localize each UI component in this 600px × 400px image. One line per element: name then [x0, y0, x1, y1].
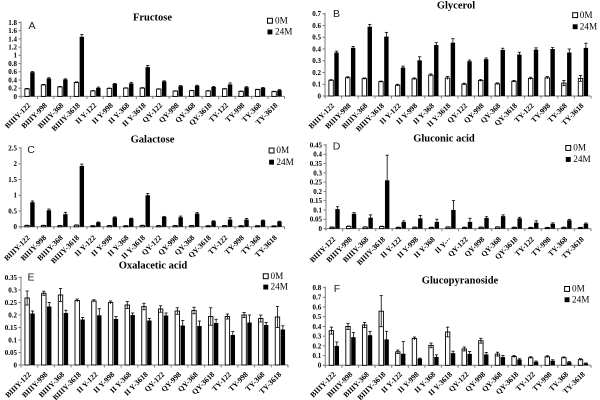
- svg-text:0.45: 0.45: [310, 141, 323, 149]
- svg-text:Gluconic acid: Gluconic acid: [413, 134, 475, 145]
- svg-text:D: D: [333, 141, 341, 153]
- svg-text:24M: 24M: [275, 27, 292, 37]
- svg-text:0.7: 0.7: [313, 294, 322, 302]
- svg-text:0: 0: [14, 93, 18, 101]
- svg-text:0.4: 0.4: [8, 76, 17, 84]
- svg-text:1.8: 1.8: [8, 19, 17, 27]
- svg-text:0: 0: [14, 223, 18, 231]
- svg-text:0.8: 0.8: [313, 284, 322, 292]
- svg-text:0.2: 0.2: [312, 69, 321, 77]
- svg-text:0.15: 0.15: [310, 197, 323, 205]
- svg-text:0.1: 0.1: [8, 336, 17, 344]
- svg-text:0.2: 0.2: [8, 85, 17, 93]
- svg-text:E: E: [27, 272, 34, 284]
- svg-text:0.3: 0.3: [312, 57, 321, 65]
- svg-text:0.35: 0.35: [5, 274, 18, 282]
- svg-text:0.05: 0.05: [5, 349, 18, 357]
- svg-text:0M: 0M: [275, 15, 288, 25]
- svg-text:B: B: [333, 8, 340, 20]
- svg-text:Galactose: Galactose: [131, 135, 175, 146]
- svg-text:0M: 0M: [271, 271, 284, 281]
- svg-text:0.2: 0.2: [8, 311, 17, 319]
- svg-text:0.2: 0.2: [313, 188, 322, 196]
- svg-text:0.4: 0.4: [313, 323, 322, 331]
- svg-text:0.15: 0.15: [5, 324, 18, 332]
- svg-text:0.6: 0.6: [8, 68, 17, 76]
- svg-text:0.1: 0.1: [312, 81, 321, 89]
- svg-text:1.5: 1.5: [8, 176, 17, 184]
- svg-text:24M: 24M: [580, 21, 597, 31]
- svg-text:0.4: 0.4: [313, 151, 322, 159]
- svg-text:0.4: 0.4: [312, 45, 321, 53]
- svg-text:0.05: 0.05: [310, 216, 323, 224]
- svg-text:24M: 24M: [572, 294, 589, 304]
- svg-text:0.3: 0.3: [8, 286, 17, 294]
- svg-text:Fructose: Fructose: [133, 13, 172, 24]
- svg-text:0.6: 0.6: [312, 22, 321, 30]
- svg-text:0M: 0M: [572, 284, 585, 294]
- svg-text:0M: 0M: [276, 145, 289, 155]
- svg-text:0.25: 0.25: [310, 179, 323, 187]
- svg-text:2: 2: [14, 160, 18, 168]
- svg-text:0M: 0M: [580, 10, 593, 20]
- svg-text:0: 0: [14, 361, 18, 369]
- svg-text:0.7: 0.7: [312, 10, 321, 18]
- svg-text:0: 0: [318, 362, 322, 370]
- svg-text:C: C: [27, 144, 35, 156]
- svg-text:Oxalacetic acid: Oxalacetic acid: [119, 261, 188, 272]
- svg-text:0: 0: [318, 92, 322, 100]
- svg-text:0.5: 0.5: [8, 207, 17, 215]
- svg-text:1.2: 1.2: [8, 44, 17, 52]
- svg-text:0.2: 0.2: [313, 342, 322, 350]
- svg-text:0.35: 0.35: [310, 160, 323, 168]
- svg-text:0.5: 0.5: [312, 34, 321, 42]
- svg-text:0.1: 0.1: [313, 206, 322, 214]
- svg-text:1: 1: [14, 52, 18, 60]
- svg-text:1: 1: [14, 192, 18, 200]
- svg-text:Glycerol: Glycerol: [437, 1, 475, 12]
- svg-text:0.6: 0.6: [313, 303, 322, 311]
- svg-text:24M: 24M: [271, 282, 288, 292]
- svg-text:0.5: 0.5: [313, 313, 322, 321]
- svg-text:0.3: 0.3: [313, 169, 322, 177]
- svg-text:A: A: [28, 20, 35, 32]
- svg-text:Glucopyranoside: Glucopyranoside: [422, 276, 499, 287]
- svg-text:F: F: [334, 283, 340, 295]
- svg-text:24M: 24M: [573, 154, 590, 164]
- svg-text:0.8: 0.8: [8, 60, 17, 68]
- svg-text:0M: 0M: [573, 143, 586, 153]
- svg-text:1.6: 1.6: [8, 27, 17, 35]
- svg-text:0.25: 0.25: [5, 299, 18, 307]
- svg-text:0.3: 0.3: [313, 333, 322, 341]
- svg-text:0.1: 0.1: [313, 352, 322, 360]
- svg-text:0: 0: [319, 225, 323, 233]
- svg-text:1.4: 1.4: [8, 35, 17, 43]
- svg-text:24M: 24M: [276, 157, 293, 167]
- svg-text:2.5: 2.5: [8, 144, 17, 152]
